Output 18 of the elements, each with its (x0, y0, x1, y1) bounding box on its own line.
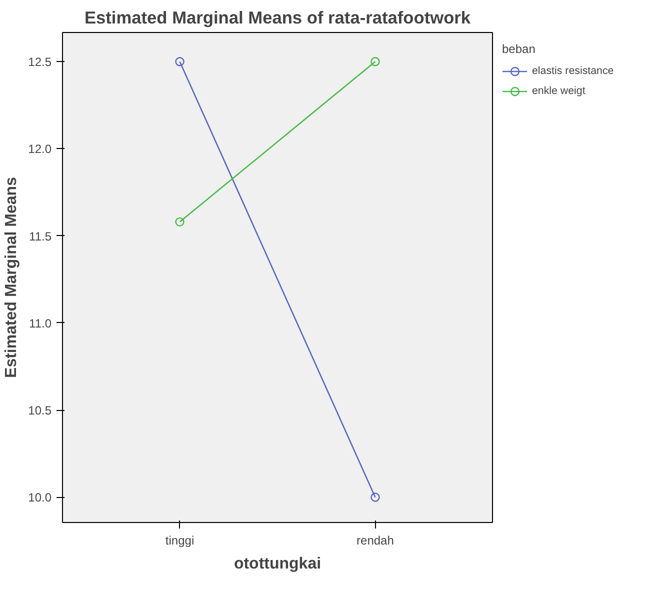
y-tick-label: 12.0 (28, 142, 52, 156)
x-tick-label: rendah (356, 534, 394, 548)
legend-label: enkle weigt (532, 85, 586, 97)
y-tick-label: 12.5 (28, 55, 52, 70)
point (175, 217, 184, 227)
y-tick-label: 10.0 (28, 490, 52, 505)
x-tick-label: tinggi (165, 534, 194, 548)
point (370, 57, 380, 66)
legend-label: elastis resistance (532, 65, 614, 77)
y-axis-title: Estimated Marginal Means (3, 176, 20, 378)
point (175, 57, 184, 66)
y-tick-label: 11.5 (29, 229, 52, 244)
x-axis-title: otottungkai (234, 556, 322, 572)
y-tick-label: 11.0 (29, 316, 52, 330)
y-tick-label: 10.5 (28, 404, 52, 418)
point (370, 492, 380, 502)
chart-title: Estimated Marginal Means of rata-ratafootwork (84, 8, 471, 28)
legend-title: beban (502, 42, 536, 56)
